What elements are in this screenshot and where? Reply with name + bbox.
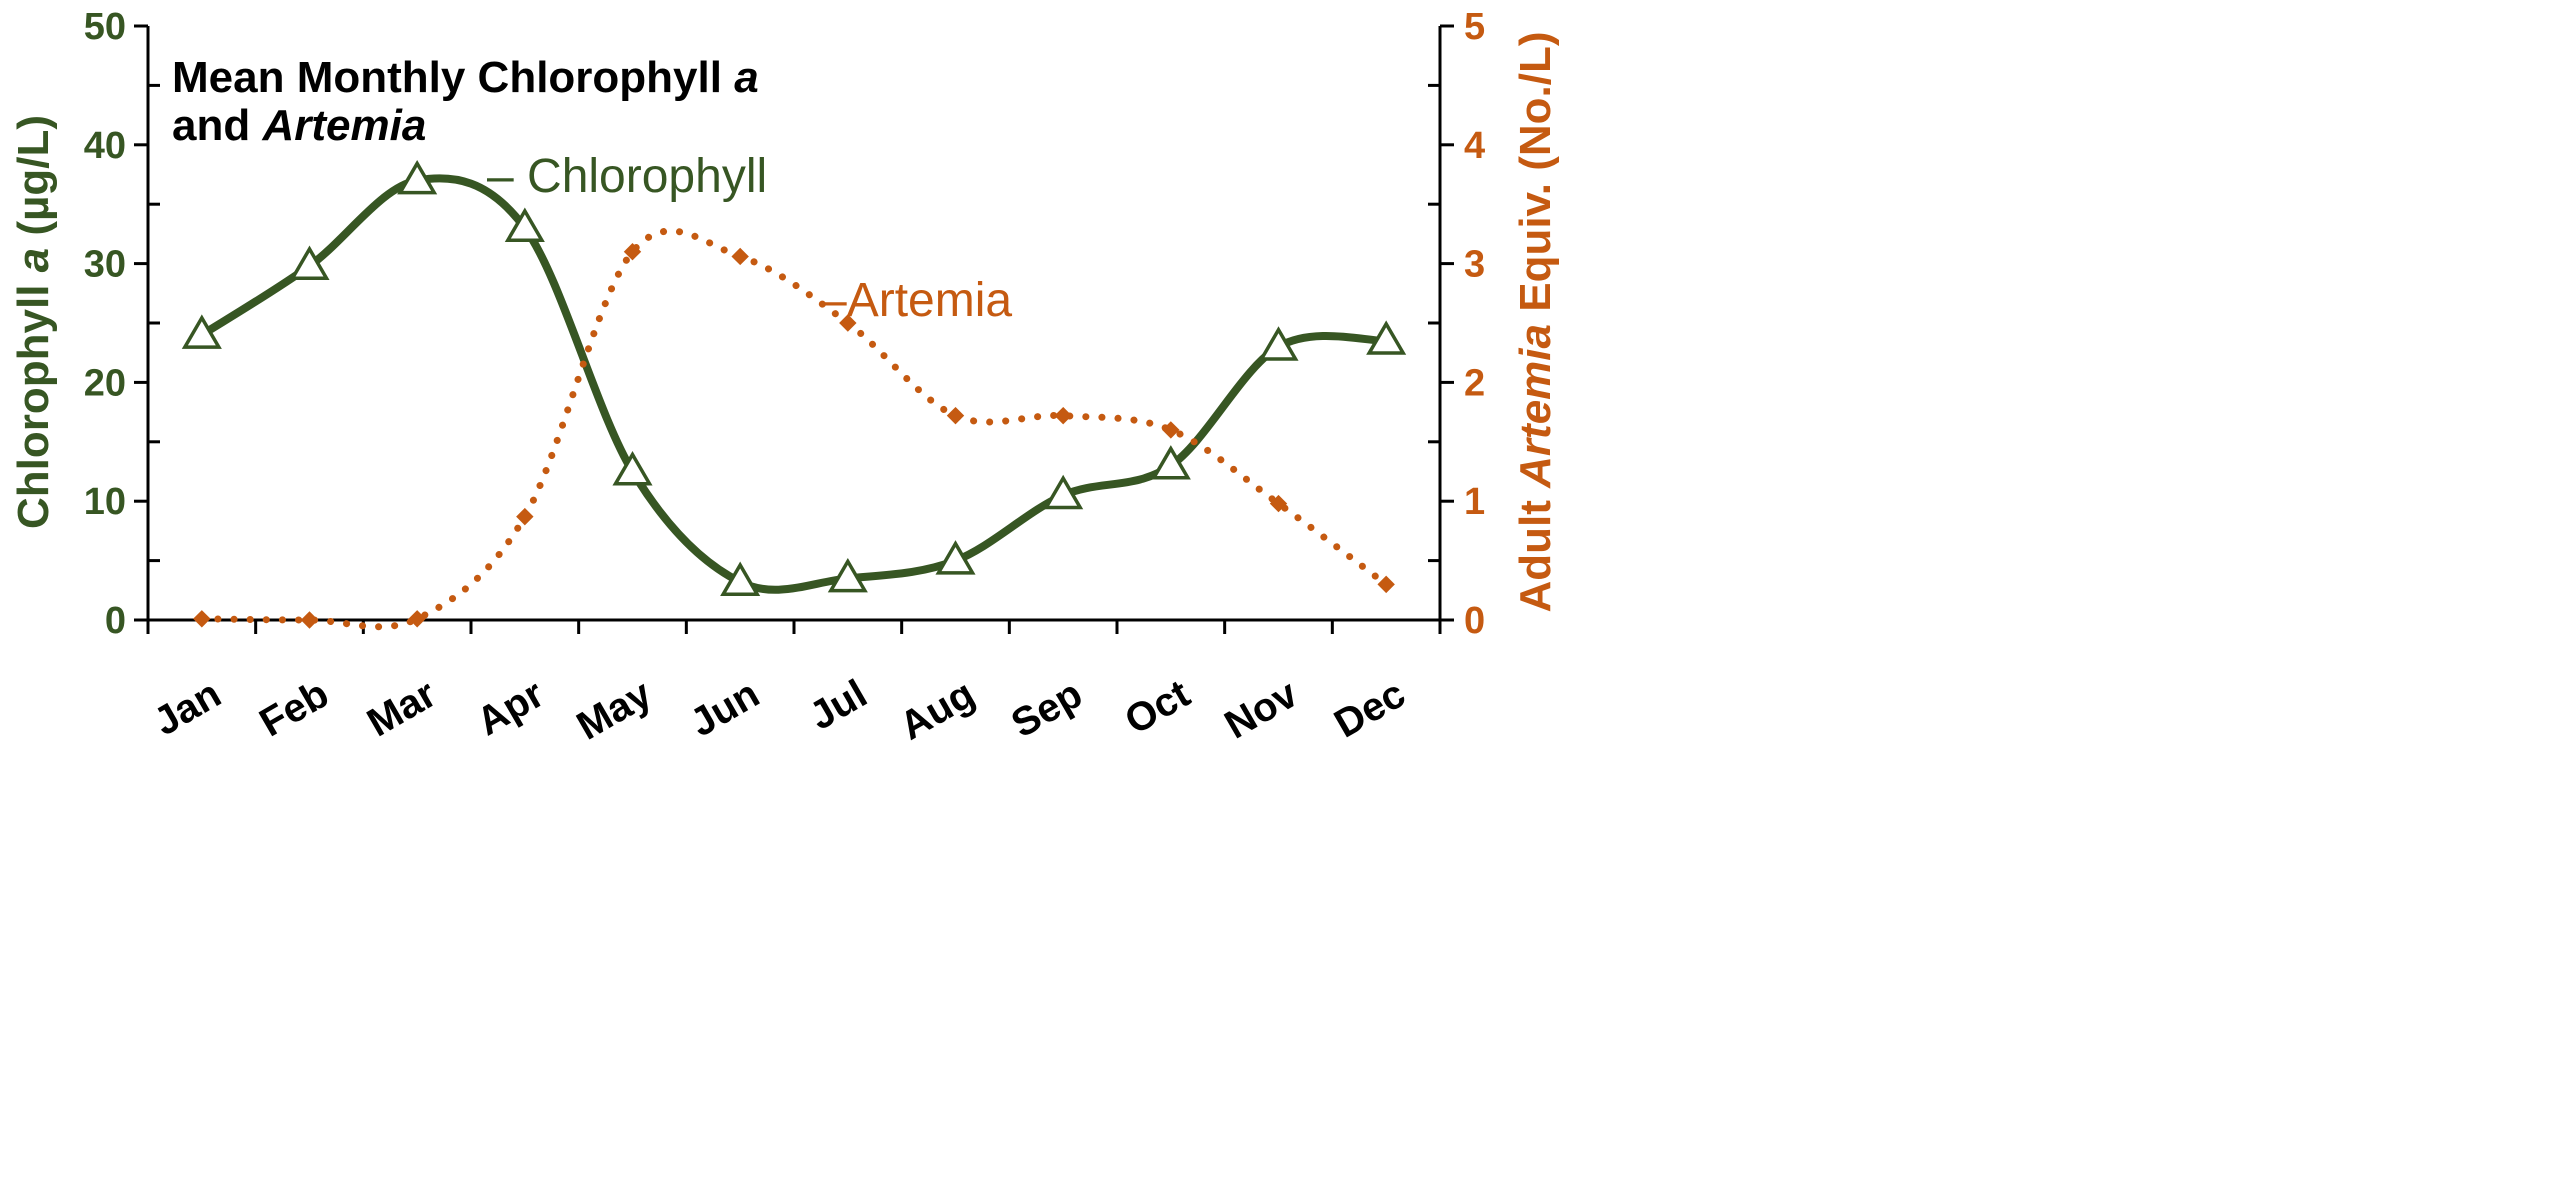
data-point-chlorophyll [612,451,653,486]
series-markers [181,159,1407,629]
data-point-chlorophyll [289,245,330,280]
x-tick-label: Jul [802,672,874,739]
data-point-artemia [1269,494,1288,513]
y-right-tick-label: 3 [1464,244,1485,286]
data-point-chlorophyll [1150,445,1191,480]
y-left-tick-label: 50 [84,6,126,48]
data-point-chlorophyll [935,540,976,575]
x-tick-label: Oct [1118,672,1198,743]
data-point-artemia [193,610,211,628]
series-line-chlorophyll [197,174,1391,594]
data-point-chlorophyll [397,159,438,195]
data-point-chlorophyll [827,557,868,593]
series-lines [197,174,1391,631]
data-point-artemia [623,243,642,261]
data-point-chlorophyll [1043,474,1084,510]
y-right-tick-label: 1 [1464,481,1485,523]
x-tick-label: Jan [147,672,229,745]
data-point-artemia [839,314,857,332]
y-right-tick-label: 0 [1464,600,1485,642]
data-point-chlorophyll [1366,320,1407,355]
data-point-chlorophyll [1258,326,1299,361]
x-tick-label: Nov [1218,671,1306,747]
y-left-tick-label: 10 [84,481,126,523]
data-point-artemia [408,610,426,628]
y-axis-left-title: Chlorophyll a (µg/L) [9,115,58,529]
series-label-artemia: –Artemia [820,274,1012,327]
x-tick-label: Apr [470,672,552,745]
x-tick-label: Sep [1004,672,1090,747]
y-axis-right-title: Adult Artemia Equiv. (No./L) [1511,32,1560,613]
axis-ticks [134,24,1454,634]
data-point-artemia [946,406,965,425]
data-point-artemia [516,507,534,526]
data-point-artemia [1162,421,1180,439]
y-right-tick-label: 5 [1464,6,1485,48]
x-tick-label: Dec [1327,672,1413,747]
x-tick-label: Jun [683,672,767,746]
x-tick-label: May [570,671,660,748]
x-tick-label: Mar [360,672,444,746]
series-label-chlorophyll: – Chlorophyll [487,150,767,203]
chart-title-line2: and Artemia [172,101,426,150]
y-left-tick-label: 40 [84,125,126,167]
data-point-artemia [1377,575,1395,594]
data-point-chlorophyll [720,561,761,596]
y-right-tick-label: 2 [1464,362,1485,404]
data-point-artemia [1054,406,1072,425]
y-right-tick-label: 4 [1464,125,1485,167]
y-left-tick-label: 30 [84,244,126,286]
y-left-tick-label: 0 [105,600,126,642]
data-point-artemia [731,247,749,266]
chart-title-line1: Mean Monthly Chlorophyll a [172,53,759,102]
x-tick-label: Feb [252,672,336,746]
data-point-chlorophyll [504,207,545,242]
data-point-artemia [300,611,319,629]
x-tick-label: Aug [893,672,982,749]
data-point-chlorophyll [181,314,222,349]
y-left-tick-label: 20 [84,362,126,404]
